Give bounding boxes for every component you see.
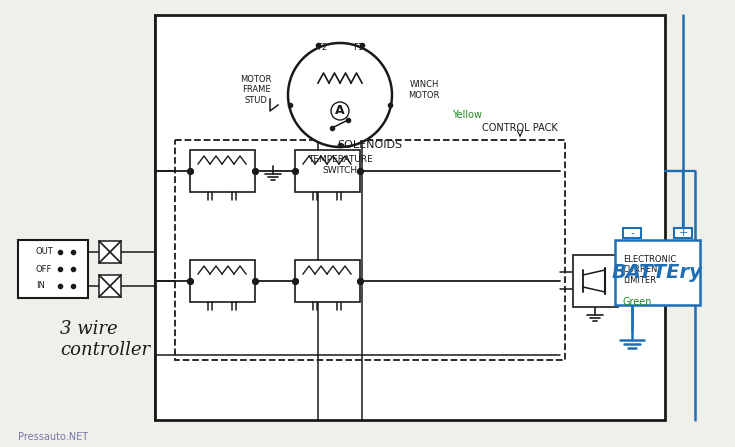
Text: ELECTRONIC
CURRENT
LIMITER: ELECTRONIC CURRENT LIMITER (623, 255, 676, 285)
Text: +: + (678, 228, 688, 238)
Text: BATTEry: BATTEry (612, 262, 703, 282)
Text: Green: Green (623, 297, 653, 307)
Text: -: - (630, 228, 634, 238)
Bar (99, 275, 121, 297)
Bar (155, 15, 665, 420)
Bar (190, 260, 255, 302)
Bar (295, 260, 360, 302)
Text: 3 wire
controller: 3 wire controller (60, 320, 150, 359)
Text: SOLENOIDS: SOLENOIDS (337, 140, 403, 150)
Bar (615, 240, 700, 305)
Text: MOTOR
FRAME
STUD: MOTOR FRAME STUD (240, 75, 272, 105)
Bar (175, 140, 565, 360)
Bar (190, 150, 255, 192)
Circle shape (288, 43, 392, 147)
Text: OFF: OFF (36, 265, 52, 274)
Text: Pressauto.NET: Pressauto.NET (18, 432, 88, 442)
Text: F2: F2 (317, 43, 327, 52)
Bar (99, 241, 121, 263)
Text: TEMPERATURE
SWITCH: TEMPERATURE SWITCH (308, 155, 373, 175)
Text: WINCH
MOTOR: WINCH MOTOR (409, 80, 440, 100)
Text: OUT: OUT (36, 248, 54, 257)
Text: CONTROL PACK: CONTROL PACK (482, 123, 558, 133)
Bar (573, 255, 618, 307)
Text: F1: F1 (353, 43, 363, 52)
Bar (623, 228, 641, 238)
Text: A: A (335, 105, 345, 118)
Bar (674, 228, 692, 238)
Bar (18, 240, 88, 298)
Text: Yellow: Yellow (452, 110, 482, 120)
Bar (295, 150, 360, 192)
Text: IN: IN (36, 282, 45, 291)
